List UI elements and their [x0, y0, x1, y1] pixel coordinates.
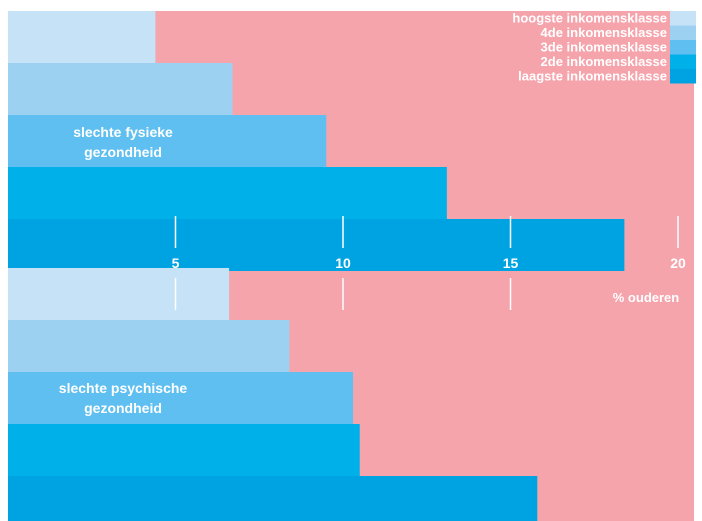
- tick-label: 10: [335, 255, 351, 271]
- tick-label: 20: [670, 255, 686, 271]
- group-label-line-1: slechte psychische: [59, 380, 188, 396]
- bar: [8, 167, 447, 219]
- legend-swatch: [670, 25, 696, 40]
- bar: [8, 115, 327, 167]
- bar: [8, 11, 156, 63]
- group-label-line-2: gezondheid: [84, 400, 162, 416]
- legend-swatch: [670, 11, 696, 26]
- x-axis-label: % ouderen: [613, 290, 680, 305]
- tick-label: 15: [503, 255, 519, 271]
- bar: [8, 476, 538, 521]
- legend-swatch: [670, 54, 696, 69]
- bar: [8, 372, 354, 424]
- legend-label: 3de inkomensklasse: [541, 40, 667, 55]
- group-label-line-2: gezondheid: [84, 144, 162, 160]
- legend-swatch: [670, 40, 696, 55]
- legend-label: 2de inkomensklasse: [541, 54, 667, 69]
- bar: [8, 63, 233, 115]
- tick-label: 5: [172, 255, 180, 271]
- legend-label: hoogste inkomensklasse: [512, 11, 667, 26]
- bar: [8, 219, 625, 271]
- legend-label: laagste inkomensklasse: [518, 69, 667, 84]
- group-label-line-1: slechte fysieke: [73, 124, 173, 140]
- bar: [8, 320, 290, 372]
- bar: [8, 268, 230, 320]
- legend-swatch: [670, 69, 696, 84]
- bar: [8, 424, 360, 476]
- legend-label: 4de inkomensklasse: [541, 25, 667, 40]
